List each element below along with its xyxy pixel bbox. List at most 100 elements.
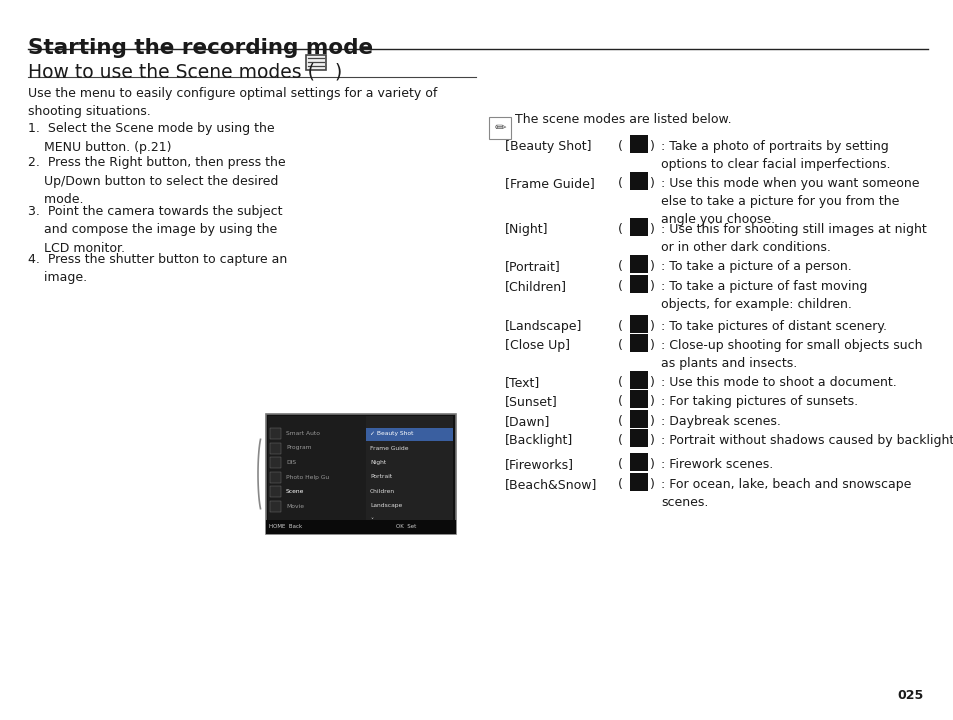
Text: (: ( <box>618 320 622 333</box>
Text: Movie: Movie <box>286 503 304 508</box>
Text: [Dawn]: [Dawn] <box>504 415 550 428</box>
Bar <box>268 416 366 520</box>
Text: (: ( <box>618 339 622 352</box>
Bar <box>629 371 647 389</box>
Text: ): ) <box>329 63 342 82</box>
Text: ): ) <box>649 376 654 389</box>
Text: The scene modes are listed below.: The scene modes are listed below. <box>515 113 731 126</box>
Text: ): ) <box>649 223 654 236</box>
Text: ): ) <box>649 434 654 447</box>
Bar <box>306 55 326 70</box>
Bar <box>629 218 647 236</box>
Text: HOME  Back: HOME Back <box>269 524 302 529</box>
Text: Scene: Scene <box>286 489 304 494</box>
Text: [Landscape]: [Landscape] <box>504 320 581 333</box>
Text: DIS: DIS <box>286 460 295 465</box>
Text: : For taking pictures of sunsets.: : For taking pictures of sunsets. <box>660 395 858 408</box>
Text: [Beach&Snow]: [Beach&Snow] <box>504 478 597 491</box>
Bar <box>270 443 281 454</box>
Text: (: ( <box>618 280 622 293</box>
Text: 4.  Press the shutter button to capture an
    image.: 4. Press the shutter button to capture a… <box>28 253 287 284</box>
Text: How to use the Scene modes (: How to use the Scene modes ( <box>28 63 314 82</box>
Text: : Close-up shooting for small objects such
as plants and insects.: : Close-up shooting for small objects su… <box>660 339 922 370</box>
Bar <box>629 453 647 471</box>
Text: : Use this mode when you want someone
else to take a picture for you from the
an: : Use this mode when you want someone el… <box>660 177 919 226</box>
Text: : To take pictures of distant scenery.: : To take pictures of distant scenery. <box>660 320 886 333</box>
Bar <box>629 429 647 447</box>
Bar <box>366 416 453 520</box>
Text: Night: Night <box>370 460 386 465</box>
Text: 3.  Point the camera towards the subject
    and compose the image by using the
: 3. Point the camera towards the subject … <box>28 204 282 254</box>
Bar <box>629 315 647 333</box>
Text: Smart Auto: Smart Auto <box>286 431 319 436</box>
Text: [Text]: [Text] <box>504 376 539 389</box>
Text: (: ( <box>618 434 622 447</box>
Text: 1.  Select the Scene mode by using the
    MENU button. (p.21): 1. Select the Scene mode by using the ME… <box>28 122 274 153</box>
Text: 025: 025 <box>897 689 923 702</box>
Text: ✓ Beauty Shot: ✓ Beauty Shot <box>370 431 413 436</box>
Bar <box>270 457 281 468</box>
Bar <box>270 486 281 497</box>
Text: [Children]: [Children] <box>504 280 566 293</box>
Text: ): ) <box>649 260 654 273</box>
Bar <box>270 472 281 482</box>
Text: (: ( <box>618 260 622 273</box>
Text: Portrait: Portrait <box>370 474 392 480</box>
Bar <box>629 135 647 153</box>
Text: ): ) <box>649 177 654 190</box>
Text: (: ( <box>618 177 622 190</box>
Text: ): ) <box>649 140 654 153</box>
Text: ˅: ˅ <box>370 518 373 523</box>
Text: (: ( <box>618 478 622 491</box>
Text: ✏: ✏ <box>494 121 505 135</box>
Text: (: ( <box>618 140 622 153</box>
Text: Photo Help Gu: Photo Help Gu <box>286 474 329 480</box>
Text: : To take a picture of fast moving
objects, for example: children.: : To take a picture of fast moving objec… <box>660 280 866 311</box>
Bar <box>366 428 453 441</box>
Text: [Beauty Shot]: [Beauty Shot] <box>504 140 591 153</box>
Bar <box>629 255 647 273</box>
Bar <box>270 500 281 511</box>
Bar <box>629 275 647 293</box>
Text: ): ) <box>649 280 654 293</box>
Text: Children: Children <box>370 489 395 494</box>
Text: 2.  Press the Right button, then press the
    Up/Down button to select the desi: 2. Press the Right button, then press th… <box>28 156 285 206</box>
Text: Program: Program <box>286 446 312 451</box>
Text: ): ) <box>649 415 654 428</box>
Text: ): ) <box>649 478 654 491</box>
Text: [Sunset]: [Sunset] <box>504 395 558 408</box>
Text: : For ocean, lake, beach and snowscape
scenes.: : For ocean, lake, beach and snowscape s… <box>660 478 910 509</box>
Text: (: ( <box>618 415 622 428</box>
Text: Starting the recording mode: Starting the recording mode <box>28 38 373 58</box>
Text: : Firework scenes.: : Firework scenes. <box>660 458 773 471</box>
Text: : Portrait without shadows caused by backlight.: : Portrait without shadows caused by bac… <box>660 434 953 447</box>
Text: : Use this for shooting still images at night
or in other dark conditions.: : Use this for shooting still images at … <box>660 223 925 254</box>
Text: ): ) <box>649 395 654 408</box>
Text: Landscape: Landscape <box>370 503 402 508</box>
Text: Frame Guide: Frame Guide <box>370 446 408 451</box>
Bar <box>629 172 647 190</box>
Text: Use the menu to easily configure optimal settings for a variety of
shooting situ: Use the menu to easily configure optimal… <box>28 87 436 119</box>
Bar <box>629 334 647 352</box>
Text: : Take a photo of portraits by setting
options to clear facial imperfections.: : Take a photo of portraits by setting o… <box>660 140 889 171</box>
Text: : Daybreak scenes.: : Daybreak scenes. <box>660 415 781 428</box>
Bar <box>629 473 647 491</box>
Bar <box>489 117 511 139</box>
Text: : Use this mode to shoot a document.: : Use this mode to shoot a document. <box>660 376 896 389</box>
Text: (: ( <box>618 223 622 236</box>
Text: : To take a picture of a person.: : To take a picture of a person. <box>660 260 851 273</box>
Text: (: ( <box>618 395 622 408</box>
Text: ): ) <box>649 339 654 352</box>
Bar <box>266 414 456 534</box>
Text: ): ) <box>649 458 654 471</box>
Text: (: ( <box>618 376 622 389</box>
Bar <box>629 410 647 428</box>
Text: [Backlight]: [Backlight] <box>504 434 573 447</box>
Text: ): ) <box>649 320 654 333</box>
Bar <box>629 390 647 408</box>
Text: [Frame Guide]: [Frame Guide] <box>504 177 594 190</box>
Text: [Night]: [Night] <box>504 223 548 236</box>
Text: [Portrait]: [Portrait] <box>504 260 560 273</box>
Text: (: ( <box>618 458 622 471</box>
Text: [Fireworks]: [Fireworks] <box>504 458 574 471</box>
